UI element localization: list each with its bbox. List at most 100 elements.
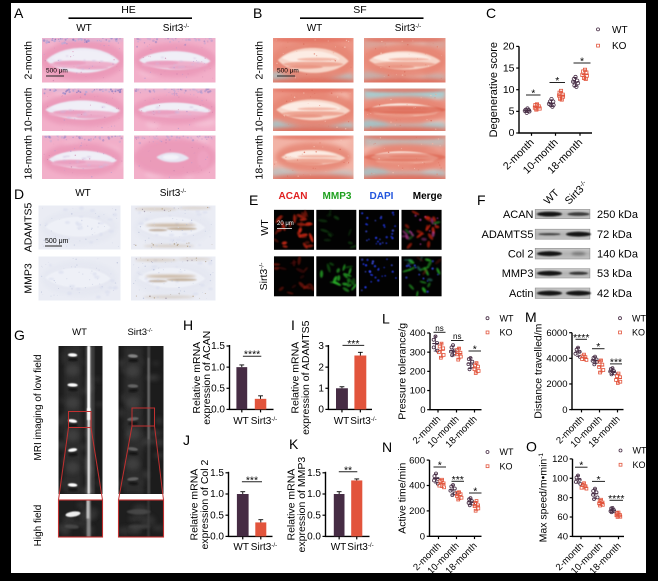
svg-text:Sirt3-/-: Sirt3-/- xyxy=(258,263,270,291)
svg-text:WT: WT xyxy=(612,25,628,36)
svg-text:10-month: 10-month xyxy=(23,87,35,132)
svg-text:Sirt3-/-: Sirt3-/- xyxy=(350,416,376,427)
svg-text:A: A xyxy=(14,5,24,21)
svg-text:J: J xyxy=(183,432,190,448)
svg-text:1.0: 1.0 xyxy=(211,362,225,373)
svg-text:500 μm: 500 μm xyxy=(45,238,69,245)
svg-text:Pressure tolerance/g: Pressure tolerance/g xyxy=(397,323,409,420)
svg-text:MMP3: MMP3 xyxy=(502,268,534,280)
svg-text:WT: WT xyxy=(76,23,92,34)
svg-text:WT: WT xyxy=(307,23,323,34)
svg-text:WT: WT xyxy=(632,313,646,323)
svg-text:O: O xyxy=(526,439,537,455)
svg-text:*: * xyxy=(579,460,583,472)
svg-text:Sirt3-/-: Sirt3-/- xyxy=(395,23,421,34)
svg-text:WT: WT xyxy=(500,447,514,457)
svg-text:0.5: 0.5 xyxy=(210,510,224,521)
svg-text:0: 0 xyxy=(562,405,567,416)
svg-text:120: 120 xyxy=(552,454,568,465)
svg-text:100: 100 xyxy=(552,473,568,484)
svg-text:K: K xyxy=(289,436,299,452)
svg-text:expression of Col 2: expression of Col 2 xyxy=(199,460,211,550)
svg-text:MMP3: MMP3 xyxy=(323,191,352,202)
svg-text:600: 600 xyxy=(409,455,425,466)
svg-text:80: 80 xyxy=(557,493,568,504)
svg-text:*: * xyxy=(555,75,559,87)
svg-text:WT: WT xyxy=(500,313,514,323)
svg-text:0.0: 0.0 xyxy=(307,532,321,543)
svg-text:3: 3 xyxy=(318,341,324,352)
svg-text:1.5: 1.5 xyxy=(211,341,225,352)
svg-text:*: * xyxy=(596,474,600,486)
svg-text:1.0: 1.0 xyxy=(210,489,224,500)
svg-text:Col 2: Col 2 xyxy=(508,248,534,260)
svg-text:****: **** xyxy=(573,332,589,344)
svg-text:ns: ns xyxy=(453,332,461,341)
svg-text:*: * xyxy=(531,88,535,100)
svg-text:0.0: 0.0 xyxy=(210,532,224,543)
svg-text:KO: KO xyxy=(633,460,646,470)
svg-text:18-month: 18-month xyxy=(254,135,266,180)
svg-text:WT: WT xyxy=(633,446,647,456)
svg-text:N: N xyxy=(382,439,392,455)
svg-text:DAPI: DAPI xyxy=(370,191,394,202)
svg-text:Relative mRNA: Relative mRNA xyxy=(189,469,201,541)
svg-text:***: *** xyxy=(347,338,359,350)
svg-text:Sirt3-/-: Sirt3-/- xyxy=(160,188,186,199)
svg-text:2-month: 2-month xyxy=(23,41,35,80)
svg-text:***: *** xyxy=(610,356,622,368)
svg-text:ADAMTS5: ADAMTS5 xyxy=(482,229,534,241)
svg-text:Sirt3-/-: Sirt3-/- xyxy=(251,542,277,553)
svg-text:*: * xyxy=(580,56,584,68)
svg-text:***: *** xyxy=(452,474,464,486)
svg-text:KO: KO xyxy=(632,328,645,338)
svg-text:500 μm: 500 μm xyxy=(46,68,68,75)
svg-text:Sirt3-/-: Sirt3-/- xyxy=(127,327,152,338)
svg-text:250 kDa: 250 kDa xyxy=(597,209,639,221)
svg-text:4000: 4000 xyxy=(546,354,567,365)
svg-text:H: H xyxy=(183,317,193,333)
svg-text:F: F xyxy=(477,192,486,208)
svg-text:KO: KO xyxy=(500,328,513,338)
svg-text:Active time/min: Active time/min xyxy=(397,462,409,533)
svg-text:6000: 6000 xyxy=(546,328,567,339)
svg-text:B: B xyxy=(253,5,262,21)
svg-text:53 kDa: 53 kDa xyxy=(597,268,633,280)
svg-text:Sirt3-/-: Sirt3-/- xyxy=(163,23,189,34)
svg-text:60: 60 xyxy=(557,512,568,523)
svg-text:40: 40 xyxy=(557,532,568,543)
svg-text:Distance travelled/m: Distance travelled/m xyxy=(533,323,545,418)
svg-text:High field: High field xyxy=(33,505,44,547)
svg-text:WT: WT xyxy=(331,542,347,553)
svg-text:42 kDa: 42 kDa xyxy=(597,288,633,300)
svg-text:MMP3: MMP3 xyxy=(23,263,35,293)
svg-text:200: 200 xyxy=(409,506,425,517)
svg-text:Relative mRNA: Relative mRNA xyxy=(286,469,298,541)
svg-text:500 μm: 500 μm xyxy=(277,68,299,75)
svg-text:10-month: 10-month xyxy=(254,87,266,132)
svg-text:0: 0 xyxy=(420,532,425,543)
svg-text:E: E xyxy=(249,192,258,208)
svg-text:expression of ACAN: expression of ACAN xyxy=(201,331,213,425)
svg-text:15: 15 xyxy=(503,62,515,74)
svg-text:20: 20 xyxy=(503,41,515,53)
svg-text:Degenerative score: Degenerative score xyxy=(488,42,500,137)
svg-text:Sirt3-/-: Sirt3-/- xyxy=(251,416,277,427)
svg-text:KO: KO xyxy=(500,461,513,471)
svg-text:1.5: 1.5 xyxy=(210,468,224,479)
svg-text:Relative mRNA: Relative mRNA xyxy=(191,342,203,414)
svg-text:D: D xyxy=(14,186,24,202)
svg-text:100: 100 xyxy=(410,386,426,397)
svg-text:KO: KO xyxy=(612,41,627,52)
svg-text:0: 0 xyxy=(420,405,425,416)
svg-text:L: L xyxy=(382,311,390,327)
svg-text:ns: ns xyxy=(435,324,443,333)
svg-text:20 μm: 20 μm xyxy=(277,221,294,227)
svg-text:400: 400 xyxy=(410,328,426,339)
svg-text:***: *** xyxy=(246,474,258,486)
svg-text:WT: WT xyxy=(72,327,87,338)
svg-text:*: * xyxy=(473,344,477,356)
svg-text:*: * xyxy=(473,486,477,498)
svg-text:0.0: 0.0 xyxy=(211,405,225,416)
svg-text:0: 0 xyxy=(509,127,515,139)
